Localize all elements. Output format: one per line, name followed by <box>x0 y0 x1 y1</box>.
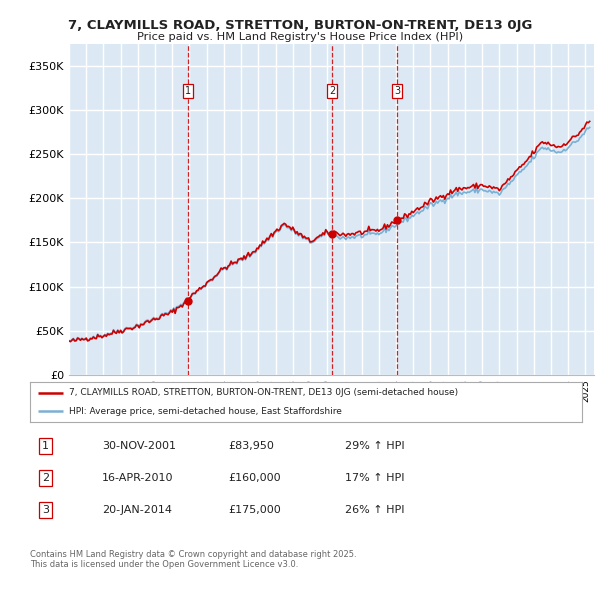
Text: 7, CLAYMILLS ROAD, STRETTON, BURTON-ON-TRENT, DE13 0JG: 7, CLAYMILLS ROAD, STRETTON, BURTON-ON-T… <box>68 19 532 32</box>
Text: 1: 1 <box>185 86 191 96</box>
Text: Contains HM Land Registry data © Crown copyright and database right 2025.
This d: Contains HM Land Registry data © Crown c… <box>30 550 356 569</box>
Text: 17% ↑ HPI: 17% ↑ HPI <box>344 473 404 483</box>
Text: HPI: Average price, semi-detached house, East Staffordshire: HPI: Average price, semi-detached house,… <box>68 407 341 415</box>
Text: 7, CLAYMILLS ROAD, STRETTON, BURTON-ON-TRENT, DE13 0JG (semi-detached house): 7, CLAYMILLS ROAD, STRETTON, BURTON-ON-T… <box>68 388 458 397</box>
Text: 2: 2 <box>329 86 335 96</box>
Text: 2: 2 <box>42 473 49 483</box>
Text: £160,000: £160,000 <box>229 473 281 483</box>
Text: 26% ↑ HPI: 26% ↑ HPI <box>344 505 404 515</box>
Text: 3: 3 <box>394 86 400 96</box>
Text: 30-NOV-2001: 30-NOV-2001 <box>102 441 176 451</box>
Text: 3: 3 <box>42 505 49 515</box>
Text: 16-APR-2010: 16-APR-2010 <box>102 473 173 483</box>
Text: 1: 1 <box>42 441 49 451</box>
Text: £83,950: £83,950 <box>229 441 275 451</box>
Text: 29% ↑ HPI: 29% ↑ HPI <box>344 441 404 451</box>
Text: 20-JAN-2014: 20-JAN-2014 <box>102 505 172 515</box>
Text: Price paid vs. HM Land Registry's House Price Index (HPI): Price paid vs. HM Land Registry's House … <box>137 32 463 41</box>
Text: £175,000: £175,000 <box>229 505 281 515</box>
